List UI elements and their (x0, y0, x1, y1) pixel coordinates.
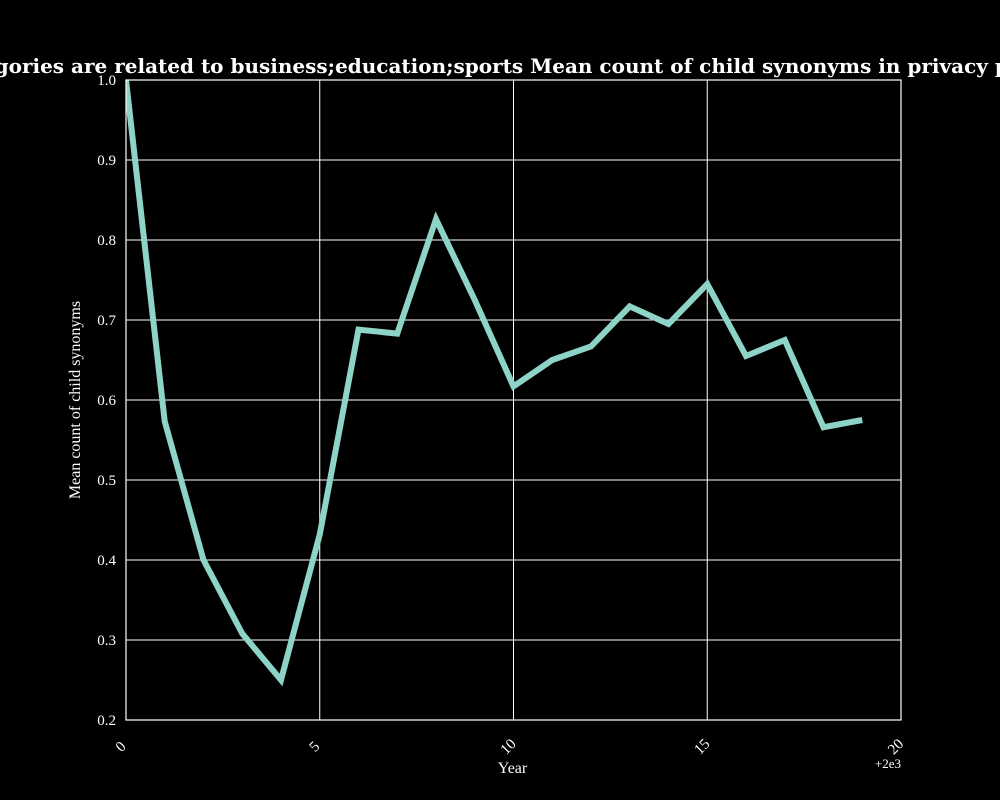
chart-title: en categories are related to business;ed… (0, 54, 1000, 78)
x-tick-label: 0 (113, 739, 130, 756)
x-tick-label: 20 (885, 736, 907, 758)
tick-labels: 0 5 10 15 20 0.2 0.3 0.4 0.5 0.6 0.7 0.8 0.9 1.0 (97, 73, 907, 758)
y-tick-label: 0.2 (97, 713, 116, 729)
x-tick-label: 15 (691, 736, 713, 758)
y-tick-label: 0.4 (97, 553, 116, 569)
x-tick-label: 5 (307, 739, 324, 756)
x-tick-label: 10 (498, 736, 520, 758)
x-axis-label: Year (498, 760, 528, 777)
x-offset-label: +2e3 (875, 756, 901, 771)
y-tick-label: 1.0 (97, 73, 116, 89)
series-group (126, 79, 863, 687)
grid (125, 79, 902, 721)
y-tick-label: 0.3 (97, 633, 116, 649)
y-tick-label: 0.9 (97, 153, 116, 169)
plot-frame (125, 79, 902, 721)
series-line (126, 79, 863, 687)
y-axis-label: Mean count of child synonyms (67, 301, 84, 499)
y-tick-label: 0.7 (97, 313, 116, 329)
y-tick-label: 0.6 (97, 393, 116, 409)
y-tick-label: 0.8 (97, 233, 116, 249)
y-tick-label: 0.5 (97, 473, 116, 489)
